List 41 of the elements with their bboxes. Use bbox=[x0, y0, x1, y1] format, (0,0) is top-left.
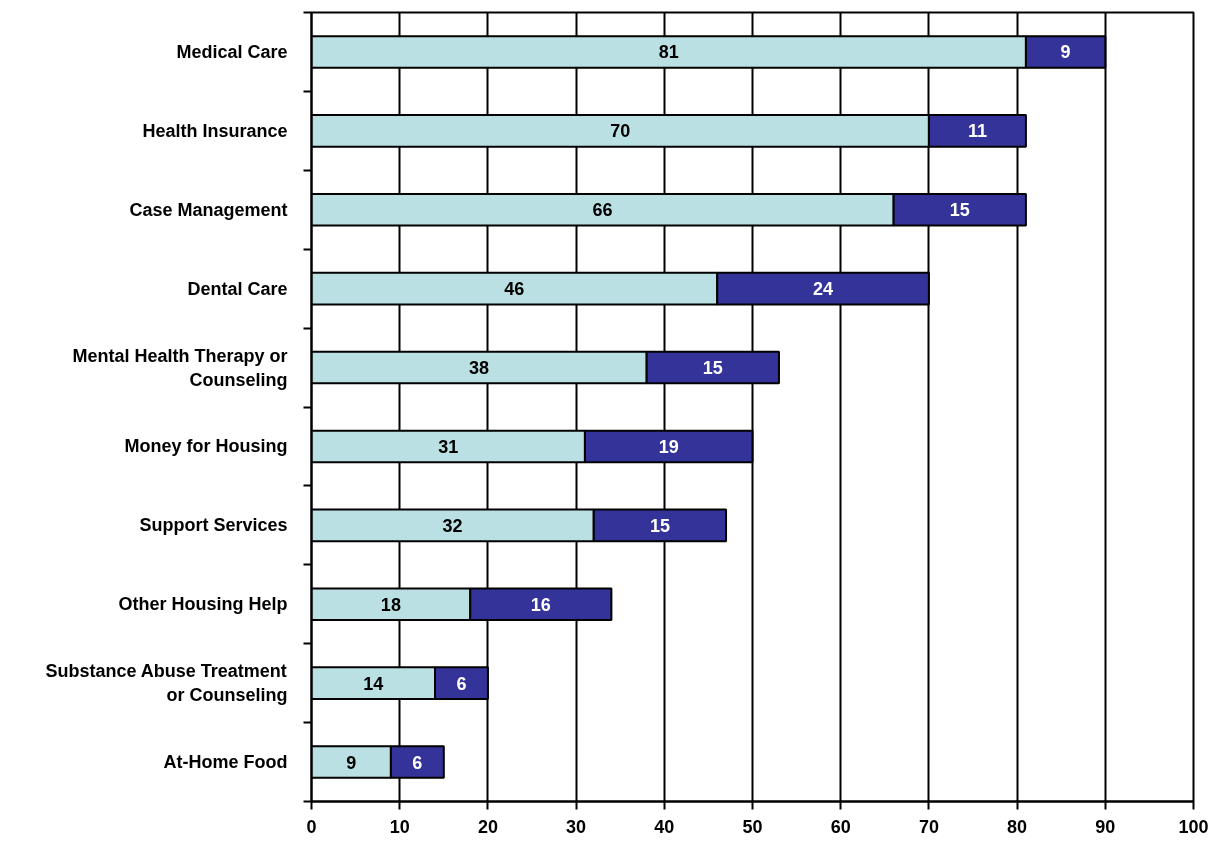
y-tick-label: Other Housing Help bbox=[118, 594, 288, 615]
x-tick-label: 100 bbox=[1178, 816, 1209, 837]
data-label: 19 bbox=[658, 436, 679, 457]
x-tick-label: 90 bbox=[1095, 816, 1116, 837]
x-tick-label: 10 bbox=[389, 816, 410, 837]
data-label: 15 bbox=[949, 200, 970, 221]
x-tick-label: 60 bbox=[830, 816, 851, 837]
data-label: 32 bbox=[442, 515, 463, 536]
y-tick-label: Medical Care bbox=[176, 41, 288, 62]
data-label: 9 bbox=[346, 752, 357, 773]
data-label: 46 bbox=[504, 279, 525, 300]
data-label: 15 bbox=[649, 515, 670, 536]
y-tick-label: At-Home Food bbox=[163, 752, 288, 773]
data-label: 81 bbox=[658, 42, 679, 63]
y-tick-label: Support Services bbox=[139, 515, 288, 536]
x-tick-label: 40 bbox=[654, 816, 675, 837]
x-tick-label: 70 bbox=[918, 816, 939, 837]
y-tick-label: Health Insurance bbox=[142, 120, 288, 141]
x-tick-label: 80 bbox=[1007, 816, 1028, 837]
x-tick-label: 30 bbox=[566, 816, 587, 837]
y-tick-label: Mental Health Therapy or Counseling bbox=[72, 345, 288, 390]
data-label: 14 bbox=[363, 673, 384, 694]
y-tick-label: Dental Care bbox=[187, 278, 288, 299]
data-label: 18 bbox=[380, 594, 401, 615]
data-label: 66 bbox=[592, 200, 613, 221]
x-tick-label: 50 bbox=[742, 816, 763, 837]
data-label: 15 bbox=[702, 358, 723, 379]
data-label: 31 bbox=[438, 436, 459, 457]
data-label: 38 bbox=[469, 358, 490, 379]
data-label: 9 bbox=[1060, 42, 1071, 63]
data-label: 24 bbox=[813, 279, 834, 300]
data-label: 6 bbox=[412, 752, 423, 773]
data-label: 70 bbox=[610, 121, 631, 142]
y-tick-label: Case Management bbox=[129, 199, 288, 220]
data-label: 6 bbox=[456, 673, 467, 694]
x-tick-label: 0 bbox=[306, 816, 317, 837]
data-label: 16 bbox=[530, 594, 551, 615]
x-tick-label: 20 bbox=[477, 816, 498, 837]
data-label: 11 bbox=[967, 121, 987, 142]
y-tick-label: Money for Housing bbox=[124, 436, 288, 457]
y-tick-label: Substance Abuse Treatment or Counseling bbox=[45, 661, 288, 706]
